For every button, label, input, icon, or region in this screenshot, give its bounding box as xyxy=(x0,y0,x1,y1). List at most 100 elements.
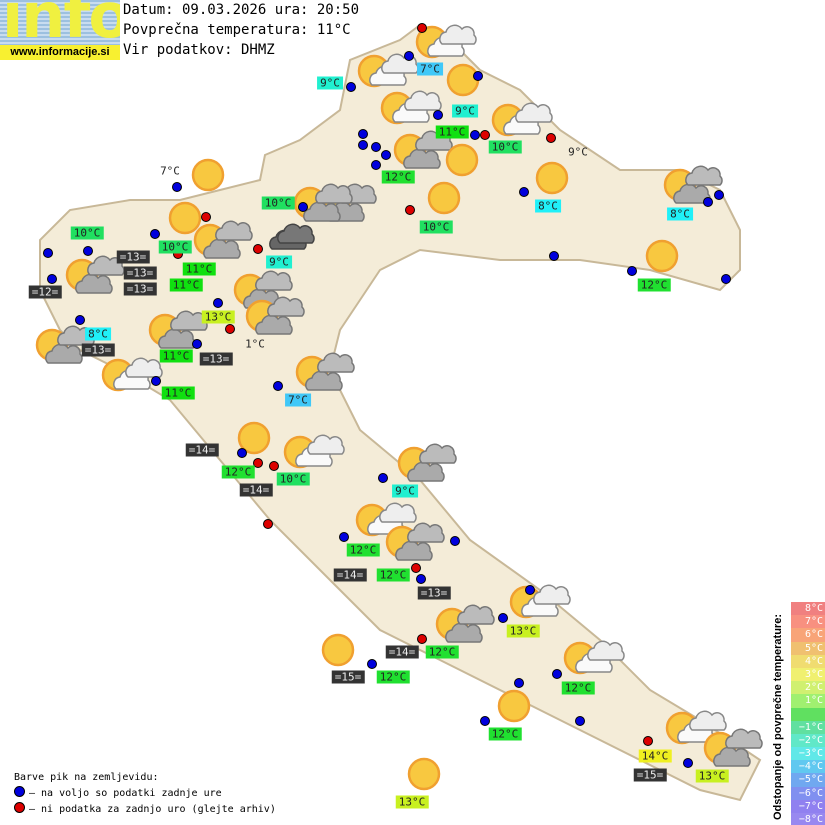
station-dot-available[interactable] xyxy=(150,229,160,239)
temperature-label: 9°C xyxy=(317,76,343,90)
station-dot-available[interactable] xyxy=(473,71,483,81)
cloud-grey-icon xyxy=(269,223,315,250)
sea-temperature-label: =12= xyxy=(28,285,62,299)
sun-cloud-grey-icon xyxy=(385,522,445,561)
station-dot-available[interactable] xyxy=(416,574,426,584)
station-dot-available[interactable] xyxy=(470,130,480,140)
station-dot-missing[interactable] xyxy=(417,634,427,644)
station-dot-available[interactable] xyxy=(47,274,57,284)
sun-cloud-grey-icon xyxy=(193,220,253,259)
cloud-shape xyxy=(457,604,495,625)
sea-temperature-label: =13= xyxy=(81,343,115,357)
sun-cloud-grey-icon xyxy=(397,443,457,482)
station-dot-available[interactable] xyxy=(514,678,524,688)
station-dot-missing[interactable] xyxy=(411,563,421,573)
temperature-label: 10°C xyxy=(158,240,192,254)
station-dot-available[interactable] xyxy=(172,182,182,192)
station-dot-missing[interactable] xyxy=(263,519,273,529)
cloud-shape xyxy=(267,296,305,317)
station-dot-available[interactable] xyxy=(404,51,414,61)
cloud-shape xyxy=(403,148,441,169)
station-dot-available[interactable] xyxy=(433,110,443,120)
temperature-label: 14°C xyxy=(638,749,672,763)
sun-shape xyxy=(407,757,441,791)
sun-cloud-icon xyxy=(380,90,442,125)
cloud-shape xyxy=(419,443,457,464)
station-dot-available[interactable] xyxy=(703,197,713,207)
station-dot-available[interactable] xyxy=(498,613,508,623)
station-dot-available[interactable] xyxy=(358,140,368,150)
station-dot-missing[interactable] xyxy=(253,244,263,254)
cloud-shape xyxy=(439,24,477,45)
cloud-shape xyxy=(75,273,113,294)
station-dot-available[interactable] xyxy=(298,202,308,212)
sun-icon xyxy=(191,158,225,192)
logo-url[interactable]: www.informacije.si xyxy=(0,45,120,60)
station-dot-missing[interactable] xyxy=(643,736,653,746)
sea-temperature-label: =13= xyxy=(123,282,157,296)
station-dot-available[interactable] xyxy=(549,251,559,261)
informacije-logo[interactable]: info www.informacije.si xyxy=(0,0,120,60)
sea-temperature-label: =14= xyxy=(385,645,419,659)
station-dot-available[interactable] xyxy=(627,266,637,276)
station-dot-available[interactable] xyxy=(367,659,377,669)
scale-step: −7°C xyxy=(791,799,825,813)
temperature-label: 11°C xyxy=(182,262,216,276)
scale-step: 5°C xyxy=(791,641,825,655)
station-dot-missing[interactable] xyxy=(546,133,556,143)
logo-text: info xyxy=(2,0,120,52)
sun-icon xyxy=(535,161,569,195)
station-dot-available[interactable] xyxy=(450,536,460,546)
station-dot-available[interactable] xyxy=(75,315,85,325)
station-dot-missing[interactable] xyxy=(269,461,279,471)
station-dot-available[interactable] xyxy=(83,246,93,256)
temperature-label: 11°C xyxy=(159,349,193,363)
station-dot-missing[interactable] xyxy=(201,212,211,222)
station-dot-available[interactable] xyxy=(273,381,283,391)
temperature-label: 11°C xyxy=(161,386,195,400)
temperature-label: 8°C xyxy=(667,207,693,221)
station-dot-available[interactable] xyxy=(192,339,202,349)
sun-icon xyxy=(321,633,355,667)
scale-step: −2°C xyxy=(791,733,825,748)
station-dot-missing[interactable] xyxy=(253,458,263,468)
station-dot-available[interactable] xyxy=(575,716,585,726)
station-dot-available[interactable] xyxy=(339,532,349,542)
scale-step: −3°C xyxy=(791,747,825,761)
station-dot-available[interactable] xyxy=(714,190,724,200)
temperature-label: 9°C xyxy=(266,255,292,269)
station-dot-available[interactable] xyxy=(519,187,529,197)
sun-shape xyxy=(497,689,531,723)
station-dot-missing[interactable] xyxy=(225,324,235,334)
scale-step xyxy=(791,707,825,721)
scale-step: 7°C xyxy=(791,615,825,629)
station-dot-available[interactable] xyxy=(43,248,53,258)
station-dot-available[interactable] xyxy=(525,585,535,595)
cloud-shape xyxy=(713,746,751,767)
scale-step: −5°C xyxy=(791,773,825,787)
sun-icon xyxy=(237,421,271,455)
station-dot-missing[interactable] xyxy=(480,130,490,140)
station-dot-available[interactable] xyxy=(151,376,161,386)
temperature-label: 10°C xyxy=(419,220,453,234)
station-dot-available[interactable] xyxy=(378,473,388,483)
station-dot-available[interactable] xyxy=(721,274,731,284)
sea-temperature-label: =14= xyxy=(239,483,273,497)
station-dot-available[interactable] xyxy=(237,448,247,458)
station-dot-missing[interactable] xyxy=(405,205,415,215)
station-dot-available[interactable] xyxy=(552,669,562,679)
station-dot-available[interactable] xyxy=(480,716,490,726)
station-dot-available[interactable] xyxy=(213,298,223,308)
station-dot-available[interactable] xyxy=(371,160,381,170)
station-dot-available[interactable] xyxy=(346,82,356,92)
station-dot-available[interactable] xyxy=(683,758,693,768)
sun-cloud-icon xyxy=(563,640,625,675)
source-line: Vir podatkov: DHMZ xyxy=(123,42,275,58)
cloud-shape xyxy=(587,640,625,661)
station-dot-missing[interactable] xyxy=(417,23,427,33)
temperature-label: 12°C xyxy=(381,170,415,184)
station-dot-available[interactable] xyxy=(371,142,381,152)
station-dot-available[interactable] xyxy=(358,129,368,139)
station-dot-available[interactable] xyxy=(381,150,391,160)
